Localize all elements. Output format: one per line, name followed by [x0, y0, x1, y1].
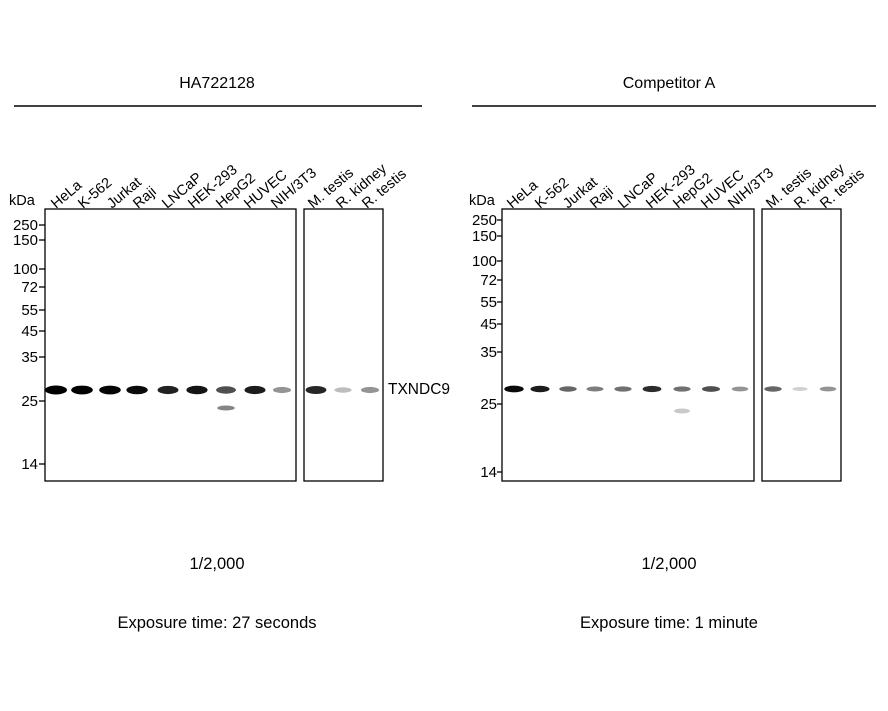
band	[673, 386, 691, 392]
mw-marker-label: 14	[480, 464, 497, 481]
panel-right: Competitor A HeLa K-562 Jurkat Raji LNCa…	[469, 75, 876, 632]
panel-left-bands	[45, 385, 380, 411]
band	[504, 385, 524, 393]
band	[45, 385, 67, 395]
mw-marker-label: 72	[21, 279, 38, 296]
panel-left-blot-frame-main	[44, 208, 297, 482]
mw-marker-label: 14	[21, 456, 38, 473]
mw-marker-label: 45	[21, 323, 38, 340]
band	[244, 385, 266, 395]
panel-left-target-label: TXNDC9	[388, 381, 450, 398]
band	[360, 386, 380, 394]
mw-marker-label: 72	[480, 272, 497, 289]
panel-right-blot-frame-tissue	[761, 208, 842, 482]
mw-marker-label: 250	[472, 212, 497, 229]
panel-left: HA722128 HeLa K-562 Jurkat Raji LNCaP HE…	[9, 75, 450, 632]
mw-marker-label: 55	[21, 302, 38, 319]
panel-right-mw-ladder: 250 150 100 72 55 45 35 25 14	[472, 212, 502, 481]
mw-marker-label: 250	[13, 217, 38, 234]
band	[559, 386, 577, 392]
panel-right-bands	[504, 385, 837, 414]
panel-left-mw-ladder: 250 150 100 72 55 45 35 25 14	[13, 217, 45, 473]
band	[272, 386, 292, 394]
band	[702, 386, 720, 392]
secondary-band	[674, 408, 690, 414]
panel-right-kda-label: kDa	[469, 193, 496, 209]
mw-marker-label: 35	[480, 344, 497, 361]
panel-right-blot-frame-main	[501, 208, 755, 482]
band	[614, 386, 632, 392]
panel-right-lane-labels: HeLa K-562 Jurkat Raji LNCaP HEK-293 Hep…	[504, 160, 867, 212]
panel-left-exposure: Exposure time: 27 seconds	[117, 614, 316, 632]
mw-marker-label: 25	[21, 393, 38, 410]
band	[334, 387, 352, 393]
panel-left-blot-frame-tissue	[303, 208, 384, 482]
panel-left-kda-label: kDa	[9, 193, 36, 209]
panel-left-title: HA722128	[179, 75, 255, 92]
band	[216, 386, 236, 394]
mw-marker-label: 150	[13, 232, 38, 249]
band	[764, 386, 782, 392]
panel-right-exposure: Exposure time: 1 minute	[580, 614, 758, 632]
band	[642, 385, 662, 393]
panel-right-title: Competitor A	[623, 75, 716, 92]
mw-marker-label: 55	[480, 294, 497, 311]
band	[71, 385, 93, 395]
panel-left-dilution: 1/2,000	[189, 555, 244, 573]
band	[305, 385, 327, 395]
mw-marker-label: 100	[472, 253, 497, 270]
band	[99, 385, 121, 395]
band	[586, 386, 604, 392]
mw-marker-label: 25	[480, 396, 497, 413]
mw-marker-label: 100	[13, 261, 38, 278]
band	[731, 386, 749, 392]
mw-marker-label: 35	[21, 349, 38, 366]
mw-marker-label: 150	[472, 228, 497, 245]
band	[792, 387, 808, 391]
lane-label: HeLa	[504, 177, 542, 212]
band	[126, 385, 148, 395]
panel-left-lane-labels: HeLa K-562 Jurkat Raji LNCaP HEK-293 Hep…	[48, 160, 409, 212]
band	[186, 385, 208, 395]
secondary-band	[217, 405, 235, 411]
mw-marker-label: 45	[480, 316, 497, 333]
band	[157, 385, 179, 395]
band	[819, 386, 837, 392]
band	[530, 385, 550, 393]
panel-right-dilution: 1/2,000	[641, 555, 696, 573]
